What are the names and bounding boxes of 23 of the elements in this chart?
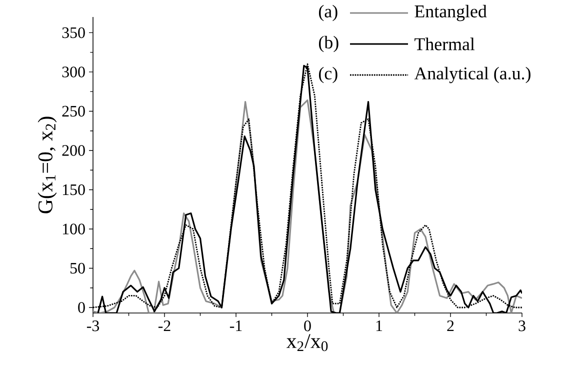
y-tick-label: 200: [62, 145, 85, 156]
y-tick-label: 250: [62, 106, 85, 117]
y-tick-label: 150: [62, 184, 85, 196]
y-axis-title: G(x$_{1}$=0, x$_{2}$): [38, 116, 57, 214]
x-tick-label: 2: [447, 320, 454, 332]
x-tick-label: 3: [518, 320, 526, 332]
legend-label: Analytical (a.u.): [414, 66, 530, 84]
annotation: (b): [318, 36, 338, 52]
x-tick-label: -2: [158, 320, 170, 332]
x-axis-title: x$_{2}$/x$_{0}$: [286, 334, 328, 352]
y-tick-label: 50: [70, 262, 85, 274]
legend-label: Entangled: [414, 4, 487, 22]
x-tick-label: 1: [376, 320, 382, 332]
x-tick-label: 0: [304, 320, 311, 332]
y-tick-label: 350: [62, 27, 85, 38]
x-tick-label: -1: [230, 320, 242, 332]
x-tick-label: -3: [86, 320, 100, 332]
y-tick-label: 0: [78, 302, 85, 313]
annotation: (c): [318, 66, 338, 84]
y-tick-label: 300: [62, 66, 85, 78]
y-tick-label: 100: [62, 224, 85, 234]
legend-label: Thermal: [414, 38, 475, 50]
annotation: (a): [318, 4, 338, 22]
